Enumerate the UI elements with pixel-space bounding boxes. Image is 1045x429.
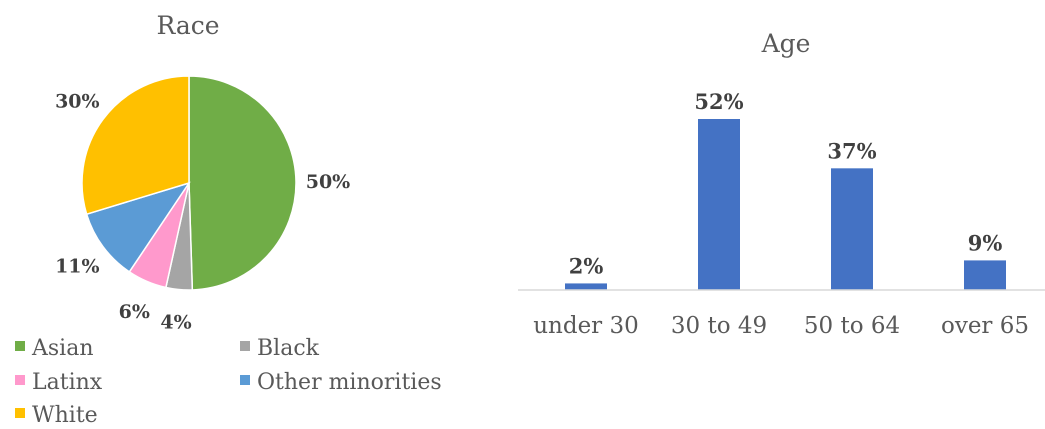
bar-value-label-over-65: 9%: [968, 230, 1003, 255]
legend-item-asian: Asian: [15, 336, 94, 361]
pie-slice-other-minorities: [85, 181, 191, 273]
legend-label-other-minorities: Other minorities: [257, 370, 442, 395]
bar-50-to-64: [831, 168, 873, 290]
legend-item-latinx: Latinx: [15, 370, 103, 395]
pie-label-white: 30%: [55, 90, 100, 112]
bar-value-label-50-to-64: 37%: [827, 138, 876, 163]
legend-swatch-white: [15, 408, 25, 418]
bar-under-30: [565, 283, 607, 290]
legend-swatch-asian: [15, 341, 25, 351]
x-tick-label-30-to-49: 30 to 49: [671, 313, 767, 339]
legend-swatch-other-minorities: [240, 375, 250, 385]
legend-label-asian: Asian: [31, 336, 94, 361]
pie-label-asian: 50%: [306, 171, 351, 193]
pie-slice-white: [81, 75, 190, 216]
x-tick-label-under-30: under 30: [533, 313, 639, 339]
bar-30-to-49: [698, 119, 740, 290]
legend-label-latinx: Latinx: [32, 370, 103, 395]
pie-label-latinx: 6%: [119, 301, 150, 323]
pie-label-other-minorities: 11%: [55, 256, 100, 278]
pie-slice-asian: [188, 75, 297, 291]
legend-swatch-black: [240, 341, 250, 351]
legend-label-black: Black: [257, 336, 320, 361]
legend-item-black: Black: [240, 336, 320, 361]
legend-item-white: White: [15, 403, 98, 428]
bar-title: Age: [761, 29, 811, 58]
bar-value-label-30-to-49: 52%: [694, 89, 743, 114]
legend-label-white: White: [32, 403, 98, 428]
pie-title: Race: [156, 11, 219, 40]
bar-over-65: [964, 260, 1006, 290]
pie-label-black: 4%: [160, 311, 191, 333]
x-tick-label-50-to-64: 50 to 64: [804, 313, 900, 339]
age-bar-chart: Age 2% 52% 37% 9% under 30 30 to 49 50 to 64 o…: [518, 29, 1045, 339]
race-pie-chart: Race 50% 4% 6% 11% 30% Asian Black Latinx Other…: [15, 11, 442, 428]
legend-item-other-minorities: Other minorities: [240, 370, 442, 395]
x-tick-label-over-65: over 65: [941, 313, 1029, 339]
bar-value-label-under-30: 2%: [569, 253, 604, 278]
legend-swatch-latinx: [15, 375, 25, 385]
